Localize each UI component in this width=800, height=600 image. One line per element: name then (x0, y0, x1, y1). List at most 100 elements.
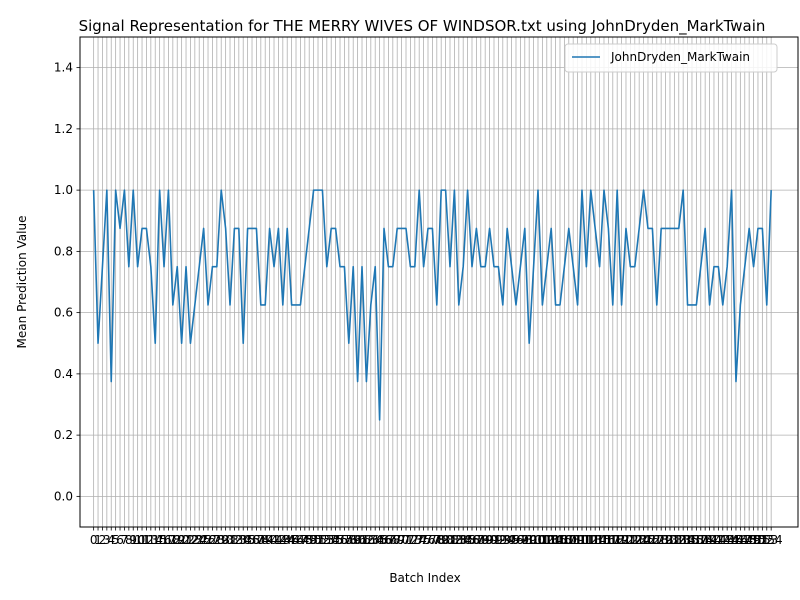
x-tick-label: 10 (130, 533, 145, 547)
x-tick-label: 32 (227, 533, 242, 547)
x-tick-label: 142 (707, 533, 730, 547)
x-tick-label: 76 (420, 533, 435, 547)
x-tick-label: 65 (372, 533, 387, 547)
x-tick-label: 75 (416, 533, 431, 547)
x-tick-label: 64 (368, 533, 383, 547)
x-tick-label: 79 (434, 533, 449, 547)
y-ticks: 0.0 0.2 0.4 0.6 0.8 1.0 1.2 1.4 (54, 61, 80, 503)
x-tick-label: 54 (324, 533, 339, 547)
x-tick-label: 148 (733, 533, 756, 547)
series-layer (92, 189, 772, 421)
x-tick-label: 115 (588, 533, 611, 547)
x-tick-label: 24 (192, 533, 207, 547)
x-tick-label: 85 (460, 533, 475, 547)
y-grid (80, 67, 798, 497)
x-tick-label: 22 (183, 533, 198, 547)
x-tick-label: 130 (654, 533, 677, 547)
x-tick-label: 48 (297, 533, 312, 547)
x-tick-label: 113 (579, 533, 602, 547)
x-tick-label: 9 (129, 533, 137, 547)
x-tick-label: 137 (685, 533, 708, 547)
x-tick-label: 118 (601, 533, 624, 547)
x-tick-label: 106 (549, 533, 572, 547)
plot-frame (79, 36, 799, 528)
x-tick-label: 40 (262, 533, 277, 547)
x-tick-label: 14 (148, 533, 163, 547)
x-tick-label: 11 (134, 533, 149, 547)
x-tick-label: 139 (694, 533, 717, 547)
x-tick-label: 36 (244, 533, 259, 547)
x-tick-label: 59 (346, 533, 361, 547)
x-tick-label: 86 (464, 533, 479, 547)
x-tick-label: 1 (94, 533, 102, 547)
x-tick-label: 81 (442, 533, 457, 547)
x-axis-label: Batch Index (389, 571, 460, 585)
x-tick-label: 101 (527, 533, 550, 547)
x-tick-label: 111 (571, 533, 594, 547)
x-tick-label: 12 (139, 533, 154, 547)
y-tick-label: 0.8 (54, 244, 73, 258)
x-tick-label: 13 (143, 533, 158, 547)
x-tick-label: 37 (249, 533, 264, 547)
x-tick-label: 97 (513, 533, 528, 547)
x-tick-label: 129 (650, 533, 673, 547)
x-tick-label: 90 (482, 533, 497, 547)
x-tick-label: 93 (495, 533, 510, 547)
x-tick-label: 38 (253, 533, 268, 547)
x-tick-label: 66 (376, 533, 391, 547)
x-tick-label: 102 (531, 533, 554, 547)
x-tick-label: 52 (315, 533, 330, 547)
x-tick-label: 56 (332, 533, 347, 547)
x-tick-label: 6 (116, 533, 124, 547)
x-tick-label: 108 (557, 533, 580, 547)
x-tick-label: 109 (562, 533, 585, 547)
x-tick-label: 29 (214, 533, 229, 547)
x-tick-label: 57 (337, 533, 352, 547)
x-tick-label: 107 (553, 533, 576, 547)
x-tick-label: 100 (522, 533, 545, 547)
x-tick-label: 123 (623, 533, 646, 547)
x-tick-label: 96 (508, 533, 523, 547)
y-tick-label: 0.2 (54, 428, 73, 442)
x-tick-label: 110 (566, 533, 589, 547)
x-tick-label: 104 (540, 533, 563, 547)
x-tick-label: 51 (310, 533, 325, 547)
x-tick-label: 151 (747, 533, 770, 547)
x-tick-label: 49 (302, 533, 317, 547)
x-tick-label: 0 (90, 533, 98, 547)
x-tick-label: 141 (703, 533, 726, 547)
x-tick-label: 42 (271, 533, 286, 547)
x-tick-label: 127 (641, 533, 664, 547)
x-tick-label: 25 (196, 533, 211, 547)
x-tick-label: 35 (240, 533, 255, 547)
x-tick-label: 128 (645, 533, 668, 547)
x-tick-label: 138 (689, 533, 712, 547)
x-tick-label: 46 (288, 533, 303, 547)
x-tick-label: 89 (478, 533, 493, 547)
x-tick-label: 45 (284, 533, 299, 547)
x-tick-label: 8 (125, 533, 133, 547)
x-tick-label: 136 (681, 533, 704, 547)
legend-label: JohnDryden_MarkTwain (610, 50, 750, 64)
x-tick-label: 125 (632, 533, 655, 547)
x-ticks: 0123456789101112131415161718192021222324… (90, 527, 783, 547)
x-tick-label: 67 (381, 533, 396, 547)
x-tick-label: 134 (672, 533, 695, 547)
x-tick-label: 94 (500, 533, 515, 547)
x-tick-label: 4 (107, 533, 115, 547)
y-tick-label: 0.6 (54, 306, 73, 320)
x-tick-label: 41 (266, 533, 281, 547)
x-tick-label: 84 (456, 533, 471, 547)
x-tick-label: 95 (504, 533, 519, 547)
x-tick-label: 140 (698, 533, 721, 547)
x-tick-label: 91 (486, 533, 501, 547)
x-tick-label: 83 (451, 533, 466, 547)
x-tick-label: 105 (544, 533, 567, 547)
x-tick-label: 135 (676, 533, 699, 547)
x-tick-label: 5 (112, 533, 120, 547)
y-tick-label: 1.2 (54, 122, 73, 136)
x-tick-label: 124 (628, 533, 651, 547)
x-tick-label: 72 (403, 533, 418, 547)
x-tick-label: 3 (103, 533, 111, 547)
